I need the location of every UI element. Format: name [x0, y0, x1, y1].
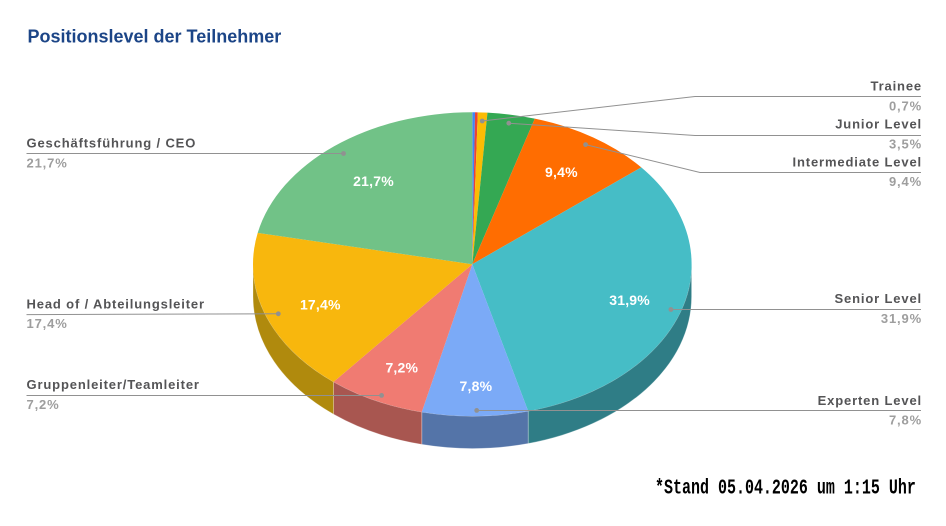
svg-text:*Stand 05.04.2026 um 1:15 Uhr: *Stand 05.04.2026 um 1:15 Uhr	[655, 477, 916, 500]
svg-text:7,2%: 7,2%	[27, 397, 60, 412]
svg-text:Head of / Abteilungsleiter: Head of / Abteilungsleiter	[27, 296, 205, 311]
svg-text:Senior Level: Senior Level	[834, 291, 922, 306]
svg-text:9,4%: 9,4%	[545, 164, 578, 180]
svg-text:17,4%: 17,4%	[300, 296, 341, 312]
svg-text:31,9%: 31,9%	[609, 292, 650, 308]
svg-text:31,9%: 31,9%	[881, 311, 922, 326]
svg-text:Positionslevel der Teilnehmer: Positionslevel der Teilnehmer	[28, 27, 282, 47]
svg-text:7,8%: 7,8%	[460, 378, 493, 394]
svg-text:17,4%: 17,4%	[27, 316, 68, 331]
svg-text:Trainee: Trainee	[871, 79, 922, 94]
svg-text:Junior Level: Junior Level	[835, 117, 922, 132]
svg-text:21,7%: 21,7%	[27, 156, 68, 171]
svg-text:3,5%: 3,5%	[889, 137, 922, 152]
svg-text:0,7%: 0,7%	[889, 98, 922, 113]
svg-text:Gruppenleiter/Teamleiter: Gruppenleiter/Teamleiter	[27, 377, 200, 392]
svg-text:Intermediate Level: Intermediate Level	[793, 154, 922, 169]
svg-text:Geschäftsführung / CEO: Geschäftsführung / CEO	[27, 136, 197, 151]
svg-text:7,8%: 7,8%	[889, 413, 922, 428]
svg-text:21,7%: 21,7%	[353, 173, 394, 189]
svg-text:9,4%: 9,4%	[889, 174, 922, 189]
svg-text:7,2%: 7,2%	[385, 360, 418, 376]
svg-text:Experten Level: Experten Level	[818, 393, 922, 408]
